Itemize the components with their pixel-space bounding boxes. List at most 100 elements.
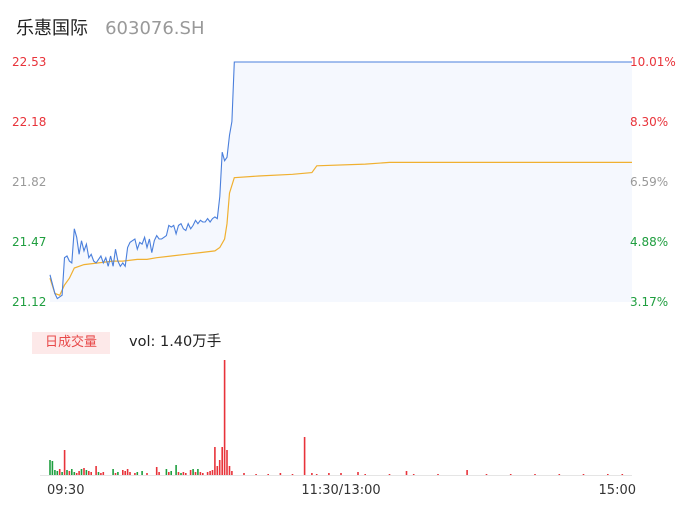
volume-bar	[117, 472, 119, 475]
volume-bar	[485, 474, 488, 475]
time-tick-label: 09:30	[47, 483, 84, 498]
volume-bar	[182, 472, 185, 475]
volume-bar	[214, 447, 216, 475]
volume-bar	[267, 474, 269, 475]
price-tick-label: 21.12	[12, 295, 46, 309]
volume-bar	[231, 471, 233, 475]
volume-bar	[279, 473, 282, 475]
volume-bar	[185, 473, 187, 475]
volume-bar	[134, 473, 136, 475]
volume-badge[interactable]: 日成交量	[32, 332, 110, 354]
price-line	[49, 61, 632, 300]
volume-bar	[124, 471, 126, 475]
volume-bar	[412, 474, 415, 475]
volume-bar	[100, 473, 102, 475]
volume-bar	[73, 472, 76, 475]
volume-bar	[122, 470, 124, 475]
volume-bar	[255, 474, 257, 475]
volume-bar	[206, 472, 209, 475]
volume-bar	[328, 473, 330, 475]
price-area	[50, 62, 632, 302]
stock-name: 乐惠国际	[16, 18, 88, 39]
time-tick-label: 15:00	[599, 483, 636, 498]
volume-bar	[66, 470, 68, 475]
volume-bar	[509, 474, 512, 475]
volume-bar	[340, 473, 342, 475]
volume-bar	[112, 469, 114, 475]
volume-bar	[194, 472, 197, 475]
volume-bar	[97, 472, 100, 475]
volume-bar	[170, 471, 172, 475]
volume-bar	[534, 474, 536, 475]
percent-tick-label: 8.30%	[630, 115, 668, 129]
volume-bar	[226, 450, 228, 475]
volume-bar	[228, 466, 231, 475]
volume-bar	[63, 450, 66, 475]
volume-bar	[126, 469, 129, 475]
volume-bar	[357, 472, 359, 475]
volume-bar	[85, 470, 88, 475]
volume-bar	[136, 472, 139, 475]
volume-bar	[165, 469, 168, 475]
volume-bar	[80, 469, 83, 475]
volume-bar	[315, 474, 318, 475]
volume-bar	[209, 471, 211, 475]
percent-tick-label: 3.17%	[630, 295, 668, 309]
volume-bar	[405, 471, 408, 475]
time-tick-label: 11:30/13:00	[301, 483, 380, 498]
volume-bar	[388, 474, 391, 475]
volume-bar	[177, 472, 180, 475]
volume-bar	[68, 471, 71, 475]
volume-bar	[621, 474, 624, 475]
volume-bar	[49, 460, 51, 475]
price-tick-label: 22.18	[12, 115, 46, 129]
volume-bar	[158, 472, 160, 475]
volume-bar	[75, 473, 78, 475]
volume-bar	[291, 474, 294, 475]
volume-bar	[558, 474, 561, 475]
volume-bar	[311, 473, 313, 475]
volume-bar	[216, 466, 219, 475]
volume-bar	[582, 474, 585, 475]
volume-bar	[95, 466, 97, 475]
volume-bar	[129, 472, 131, 475]
price-tick-label: 21.47	[12, 235, 46, 249]
volume-bar	[114, 473, 117, 475]
stock-header: 乐惠国际 603076.SH	[16, 14, 205, 39]
volume-bar	[54, 470, 56, 475]
volume-bar	[56, 471, 59, 475]
volume-bar	[155, 467, 158, 475]
volume-bar	[607, 474, 609, 475]
price-tick-label: 21.82	[12, 175, 46, 189]
volume-bar	[102, 472, 105, 475]
volume-bar	[83, 468, 85, 475]
volume-bar	[199, 472, 202, 475]
volume-bar	[437, 474, 439, 475]
volume-bar	[211, 470, 214, 475]
volume-bar	[202, 473, 204, 475]
volume-bar	[90, 472, 92, 475]
volume-bar	[141, 471, 143, 475]
volume-label: vol: 1.40万手	[129, 334, 222, 350]
stock-code: 603076.SH	[105, 18, 205, 39]
volume-bar	[197, 469, 199, 475]
volume-bar	[218, 460, 221, 475]
price-tick-label: 22.53	[12, 55, 46, 69]
volume-bar	[58, 469, 61, 475]
volume-bar	[180, 473, 182, 475]
volume-bar	[61, 472, 63, 475]
average-price-line	[49, 161, 632, 296]
volume-bar	[192, 469, 194, 475]
volume-bar	[243, 473, 245, 475]
volume-bar	[71, 469, 73, 475]
volume-bar	[88, 471, 90, 475]
volume-bar	[221, 447, 223, 475]
volume-bar	[223, 360, 226, 475]
volume-bar	[51, 461, 54, 475]
volume-bar	[175, 465, 177, 475]
volume-bar	[146, 473, 148, 475]
volume-bar	[78, 471, 80, 475]
percent-tick-label: 10.01%	[630, 55, 676, 69]
volume-bar	[189, 470, 192, 475]
